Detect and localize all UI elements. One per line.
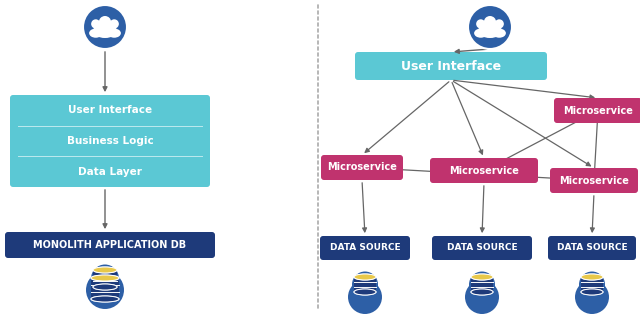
Circle shape <box>89 272 121 305</box>
Ellipse shape <box>471 274 493 280</box>
FancyBboxPatch shape <box>430 158 538 183</box>
Circle shape <box>495 19 504 29</box>
Bar <box>581 277 603 292</box>
Ellipse shape <box>581 289 603 295</box>
Ellipse shape <box>581 289 603 295</box>
Ellipse shape <box>471 289 493 295</box>
Ellipse shape <box>93 284 117 290</box>
Ellipse shape <box>91 275 119 281</box>
Ellipse shape <box>108 29 121 38</box>
Bar <box>471 277 493 292</box>
Circle shape <box>468 5 512 49</box>
Text: Data Layer: Data Layer <box>78 167 142 177</box>
Circle shape <box>575 280 609 314</box>
Circle shape <box>109 19 119 29</box>
Circle shape <box>476 19 485 29</box>
Text: DATA SOURCE: DATA SOURCE <box>557 243 627 253</box>
Circle shape <box>99 16 111 28</box>
Bar <box>91 278 119 299</box>
Ellipse shape <box>354 289 376 295</box>
Bar <box>354 277 376 292</box>
Text: MONOLITH APPLICATION DB: MONOLITH APPLICATION DB <box>33 240 187 250</box>
Circle shape <box>348 280 382 314</box>
Circle shape <box>469 272 495 297</box>
Ellipse shape <box>471 289 493 295</box>
Circle shape <box>465 280 499 314</box>
Circle shape <box>579 272 605 297</box>
Circle shape <box>86 271 124 309</box>
Circle shape <box>352 272 378 297</box>
Circle shape <box>91 19 100 29</box>
Ellipse shape <box>91 296 119 302</box>
FancyBboxPatch shape <box>320 236 410 260</box>
Ellipse shape <box>93 284 117 290</box>
Circle shape <box>83 5 127 49</box>
Ellipse shape <box>471 274 493 280</box>
Text: Business Logic: Business Logic <box>67 136 154 146</box>
Text: DATA SOURCE: DATA SOURCE <box>447 243 517 253</box>
Bar <box>91 278 119 299</box>
Ellipse shape <box>354 274 376 280</box>
Ellipse shape <box>474 29 488 38</box>
Text: Microservice: Microservice <box>449 165 519 175</box>
Text: Microservice: Microservice <box>559 175 629 186</box>
Ellipse shape <box>93 267 117 273</box>
FancyBboxPatch shape <box>548 236 636 260</box>
Ellipse shape <box>89 29 102 38</box>
Circle shape <box>91 265 119 293</box>
Bar <box>581 277 603 292</box>
Ellipse shape <box>581 274 603 280</box>
Text: Microservice: Microservice <box>563 106 633 116</box>
Bar <box>93 270 117 287</box>
Bar <box>354 277 376 292</box>
FancyBboxPatch shape <box>10 95 210 187</box>
Text: Microservice: Microservice <box>327 163 397 173</box>
FancyBboxPatch shape <box>321 155 403 180</box>
Ellipse shape <box>91 275 119 281</box>
Text: DATA SOURCE: DATA SOURCE <box>330 243 400 253</box>
FancyBboxPatch shape <box>5 232 215 258</box>
Bar <box>471 277 493 292</box>
Circle shape <box>484 16 496 28</box>
Ellipse shape <box>93 267 117 273</box>
Ellipse shape <box>581 274 603 280</box>
Ellipse shape <box>354 274 376 280</box>
Ellipse shape <box>478 24 502 38</box>
FancyBboxPatch shape <box>432 236 532 260</box>
FancyBboxPatch shape <box>554 98 640 123</box>
FancyBboxPatch shape <box>355 52 547 80</box>
Ellipse shape <box>91 296 119 302</box>
Text: User Interface: User Interface <box>68 105 152 115</box>
Text: User Interface: User Interface <box>401 60 501 72</box>
Bar <box>93 270 117 287</box>
Ellipse shape <box>493 29 506 38</box>
Ellipse shape <box>354 289 376 295</box>
FancyBboxPatch shape <box>550 168 638 193</box>
Ellipse shape <box>93 24 117 38</box>
